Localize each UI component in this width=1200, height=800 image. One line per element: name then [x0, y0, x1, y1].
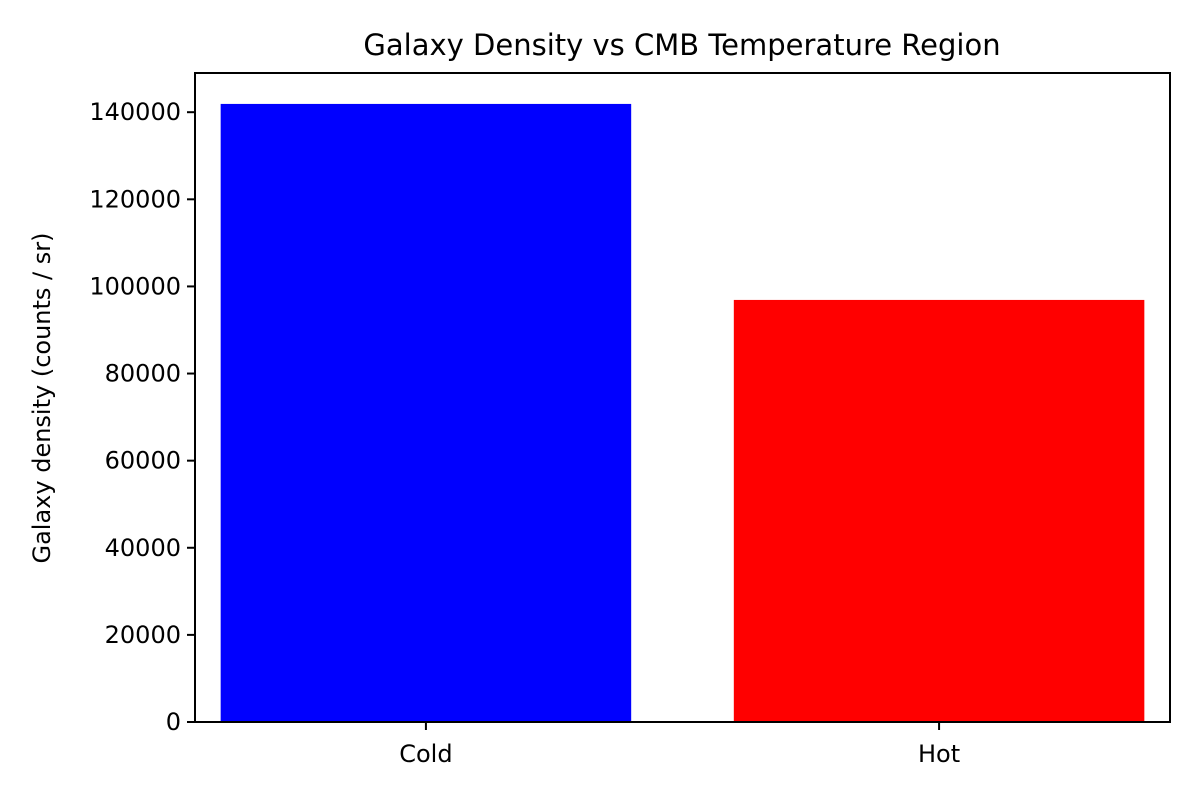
- x-tick-label-hot: Hot: [918, 740, 960, 768]
- y-tick-label: 0: [166, 708, 181, 736]
- plot-frame: [194, 72, 1171, 723]
- y-tick-label: 60000: [105, 447, 181, 475]
- y-tick-label: 140000: [89, 98, 181, 126]
- y-tick-label: 40000: [105, 534, 181, 562]
- chart-title: Galaxy Density vs CMB Temperature Region: [363, 28, 1000, 62]
- x-tick-label-cold: Cold: [399, 740, 452, 768]
- y-tick-label: 80000: [105, 360, 181, 388]
- x-axis-ticks: Cold Hot: [399, 722, 960, 768]
- bars-group: [220, 103, 1145, 722]
- y-axis-ticks: 0 20000 40000 60000 80000 100000 120000 140000: [89, 98, 195, 736]
- y-tick-label: 120000: [89, 185, 181, 213]
- bar-hot: [733, 299, 1145, 722]
- y-tick-label: 100000: [89, 272, 181, 300]
- bar-cold: [220, 103, 632, 722]
- y-axis-label: Galaxy density (counts / sr): [28, 233, 56, 564]
- y-tick-label: 20000: [105, 621, 181, 649]
